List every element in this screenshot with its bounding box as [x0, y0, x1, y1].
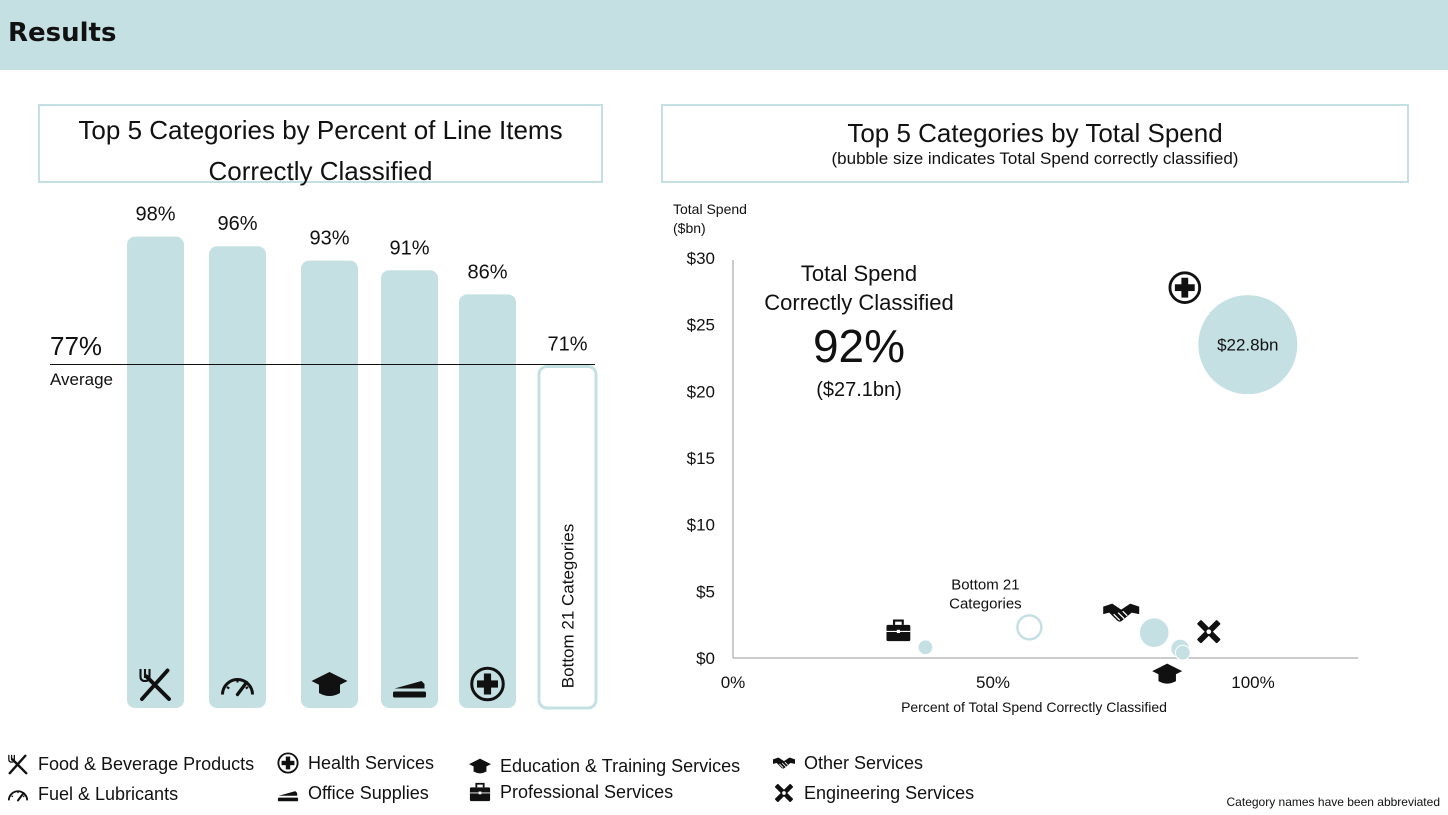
bar [381, 270, 438, 708]
handshake-icon [773, 757, 795, 769]
left-panel-title-line1: Top 5 Categories by Percent of Line Item… [78, 115, 563, 145]
tools-icon [1197, 620, 1221, 644]
y-tick-label: $15 [687, 449, 715, 468]
y-tick-label: $10 [687, 516, 715, 535]
fork-knife-icon [139, 668, 171, 701]
legend-label: Engineering Services [804, 782, 975, 803]
bar-value-label: 98% [135, 204, 175, 226]
legend-label: Health Services [308, 752, 435, 773]
legend-item: Food & Beverage Products [6, 752, 254, 776]
right-panel-title-box: Top 5 Categories by Total Spend (bubble … [661, 104, 1409, 183]
health-cross-icon [1168, 271, 1202, 304]
bar-value-label: 91% [389, 237, 429, 259]
gauge-icon [7, 790, 29, 802]
y-tick-label: $0 [696, 649, 715, 668]
legend-label: Food & Beverage Products [38, 753, 255, 774]
legend-item: Professional Services [468, 780, 673, 804]
graduation-cap-icon [1152, 663, 1183, 684]
stapler-icon [393, 681, 426, 698]
y-axis-label: ($bn) [673, 220, 706, 236]
briefcase-icon [886, 619, 911, 642]
tools-icon [774, 783, 794, 803]
legend-item: Other Services [772, 751, 923, 775]
x-tick-label: 100% [1231, 673, 1274, 692]
x-tick-label: 50% [976, 673, 1010, 692]
bar-value-label: 71% [547, 333, 587, 355]
bubble-label: $22.8bn [1217, 336, 1278, 355]
handshake-icon [1103, 603, 1140, 622]
graduation-cap-icon [469, 758, 491, 774]
annotation-big-value: 92% [813, 320, 905, 372]
fork-knife-icon [8, 754, 28, 775]
stapler-icon [277, 791, 299, 802]
legend-item: Engineering Services [772, 781, 974, 805]
bar-bottom-21 [537, 364, 598, 710]
y-tick-label: $25 [687, 316, 715, 335]
gauge-icon [7, 790, 29, 802]
briefcase-icon [469, 782, 491, 802]
health-cross-icon [277, 752, 299, 774]
handshake-icon [773, 757, 795, 769]
bar [209, 246, 266, 709]
y-axis-label: Total Spend [673, 201, 747, 217]
fork-knife-icon [8, 754, 28, 775]
annotation-line2: Correctly Classified [764, 290, 954, 315]
legend-label: Office Supplies [308, 782, 429, 803]
graduation-cap-icon [469, 758, 491, 774]
bar-value-label: 93% [309, 228, 349, 250]
right-panel-title: Top 5 Categories by Total Spend [847, 118, 1223, 148]
briefcase-icon [469, 782, 491, 802]
health-cross-icon [470, 666, 505, 702]
annotation-sub-value: ($27.1bn) [816, 379, 902, 401]
graduation-cap-icon [311, 672, 348, 696]
gauge-icon [221, 678, 254, 697]
tools-icon [774, 783, 794, 803]
bubble-chart: $0 $5 $10 $15 $20 $25 $30 0% 50% 100% Total Spend (… [673, 201, 1358, 715]
bubble [1174, 644, 1191, 661]
bar [459, 294, 516, 708]
bubble-annotation: Categories [949, 595, 1022, 612]
legend-label: Professional Services [500, 781, 674, 802]
legend-item: Fuel & Lubricants [6, 782, 178, 806]
bubble-outline [1016, 614, 1043, 641]
y-tick-label: $5 [696, 582, 715, 601]
bar-value-label: 96% [217, 213, 257, 235]
legend-item: Health Services [276, 751, 434, 775]
header-bar: Results [0, 0, 1448, 70]
y-tick-label: $30 [687, 249, 715, 268]
health-cross-icon [277, 752, 299, 774]
left-panel-title-box: Top 5 Categories by Percent of Line Item… [38, 104, 603, 186]
legend-label: Fuel & Lubricants [38, 783, 179, 804]
bar [301, 260, 358, 708]
left-panel-title-line2: Correctly Classified [208, 156, 433, 186]
legend-item: Education & Training Services [468, 754, 740, 778]
annotation-line1: Total Spend [801, 261, 917, 286]
bubble [1138, 617, 1170, 648]
bar-value-label: 86% [467, 261, 507, 283]
average-label: Average [50, 370, 113, 389]
bubble-annotation: Bottom 21 [951, 576, 1019, 593]
y-tick-label: $20 [687, 382, 715, 401]
bar-chart: 98% 96% 93% 91% 86% 71% Bottom 21 Categories 77… [50, 204, 598, 710]
legend-label: Education & Training Services [500, 755, 741, 776]
x-tick-label: 0% [721, 673, 746, 692]
bubble [917, 639, 934, 656]
legend-label: Other Services [804, 752, 924, 773]
legend-item: Office Supplies [276, 781, 429, 805]
bar-bottom-21-label: Bottom 21 Categories [559, 524, 578, 688]
stapler-icon [277, 791, 299, 802]
x-axis-label: Percent of Total Spend Correctly Classif… [901, 699, 1167, 715]
page-title: Results [8, 18, 117, 48]
footnote: Category names have been abbreviated [1226, 795, 1440, 809]
right-panel-subtitle: (bubble size indicates Total Spend corre… [831, 149, 1239, 168]
bubble [1197, 294, 1299, 396]
bar [127, 236, 184, 708]
average-value-label: 77% [50, 331, 102, 361]
